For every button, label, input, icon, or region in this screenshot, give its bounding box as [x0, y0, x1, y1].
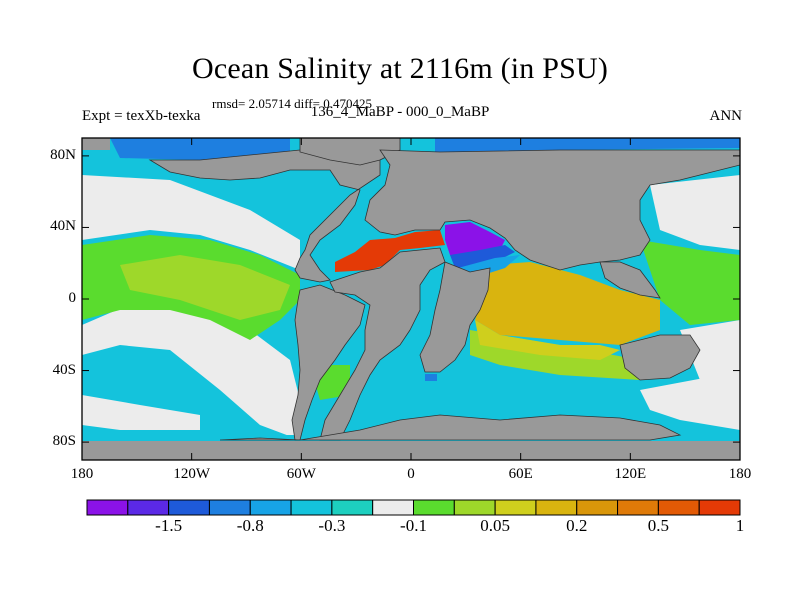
land-atlantic-ridge: [319, 247, 446, 441]
land-polar-cap: [82, 441, 740, 460]
lon-label: 120W: [173, 466, 210, 482]
field-southern-white: [82, 395, 200, 430]
lat-label: 0: [68, 290, 77, 306]
colorbar-swatch: [535, 499, 578, 516]
land-africa: [419, 261, 491, 373]
land-south-america: [291, 284, 366, 441]
colorbar-label: 2: [792, 516, 800, 536]
field-indian-orange: [475, 262, 660, 345]
field-indian-yellow: [475, 320, 620, 360]
colorbar-label: 0.5: [647, 516, 669, 535]
field-black-sea-cyan: [458, 255, 520, 276]
field-west-pacific-green: [640, 240, 740, 325]
plot-title: Ocean Salinity at 2116m (in PSU): [191, 52, 609, 85]
colorbar-swatch: [576, 499, 619, 516]
colorbar-label: 0.2: [566, 516, 588, 535]
colorbar-swatch: [617, 499, 659, 516]
lon-label: 60E: [508, 466, 533, 482]
lat-label: 80S: [52, 433, 76, 450]
land-antarctica: [219, 414, 682, 441]
lon-label: 60W: [286, 466, 316, 482]
colorbar-swatch: [453, 499, 496, 516]
field-small-blue: [425, 374, 437, 381]
colorbar-swatch: [698, 499, 741, 516]
colorbar-swatch: [86, 499, 129, 516]
field-north-pacific-white: [82, 175, 300, 270]
lat-label: 40N: [50, 218, 76, 235]
case-label: 136_4_MaBP - 000_0_MaBP: [310, 104, 490, 120]
lon-label: 180: [70, 466, 94, 482]
colorbar-swatch: [168, 499, 210, 516]
colorbar-label: -0.8: [236, 516, 264, 535]
colorbar-label: 0.05: [480, 516, 510, 535]
field-arctic-blue: [110, 138, 290, 160]
map-ticks: [81, 138, 741, 460]
lon-label: 120E: [614, 466, 647, 482]
colorbar-swatch: [331, 499, 374, 516]
field-pacific-yellowgreen: [120, 255, 290, 320]
field-se-white: [640, 375, 740, 430]
land-south-asia: [599, 261, 661, 299]
colorbar-swatch: [127, 499, 170, 516]
lat-label: 80N: [50, 146, 76, 163]
land-eurasia: [364, 149, 740, 271]
colorbar-swatch: [249, 499, 292, 516]
land-arctic-cap: [82, 138, 110, 150]
field-black-sea-blue: [450, 245, 515, 270]
land-masses: [82, 138, 740, 460]
colorbar-label: -0.3: [318, 516, 346, 535]
colorbar: [86, 499, 741, 516]
lon-label: 180: [728, 466, 752, 482]
land-australia: [619, 334, 701, 381]
land-greenland: [299, 138, 401, 166]
field-east-white: [680, 320, 740, 380]
colorbar-swatch: [657, 499, 700, 516]
experiment-label: Expt = texXb-texka: [82, 108, 201, 124]
colorbar-label: 1: [735, 516, 745, 535]
field-west-pacific-white: [650, 175, 740, 250]
colorbar-swatch: [494, 499, 537, 516]
colorbar-swatch: [372, 499, 414, 516]
field-arctic-blue-2: [435, 138, 740, 152]
field-mediterranean-red: [335, 230, 445, 272]
colorbar-label: -1.5: [155, 516, 183, 535]
lon-label: 0: [407, 466, 415, 482]
stats-line: rmsd= 2.05714 diff= 0.470425: [212, 96, 372, 111]
season-label: ANN: [709, 108, 743, 124]
colorbar-swatch: [413, 499, 455, 516]
colorbar-swatch: [290, 499, 333, 516]
colorbar-swatch: [208, 499, 251, 516]
colorbar-label: -0.1: [400, 516, 427, 535]
lat-label: 40S: [52, 361, 76, 378]
